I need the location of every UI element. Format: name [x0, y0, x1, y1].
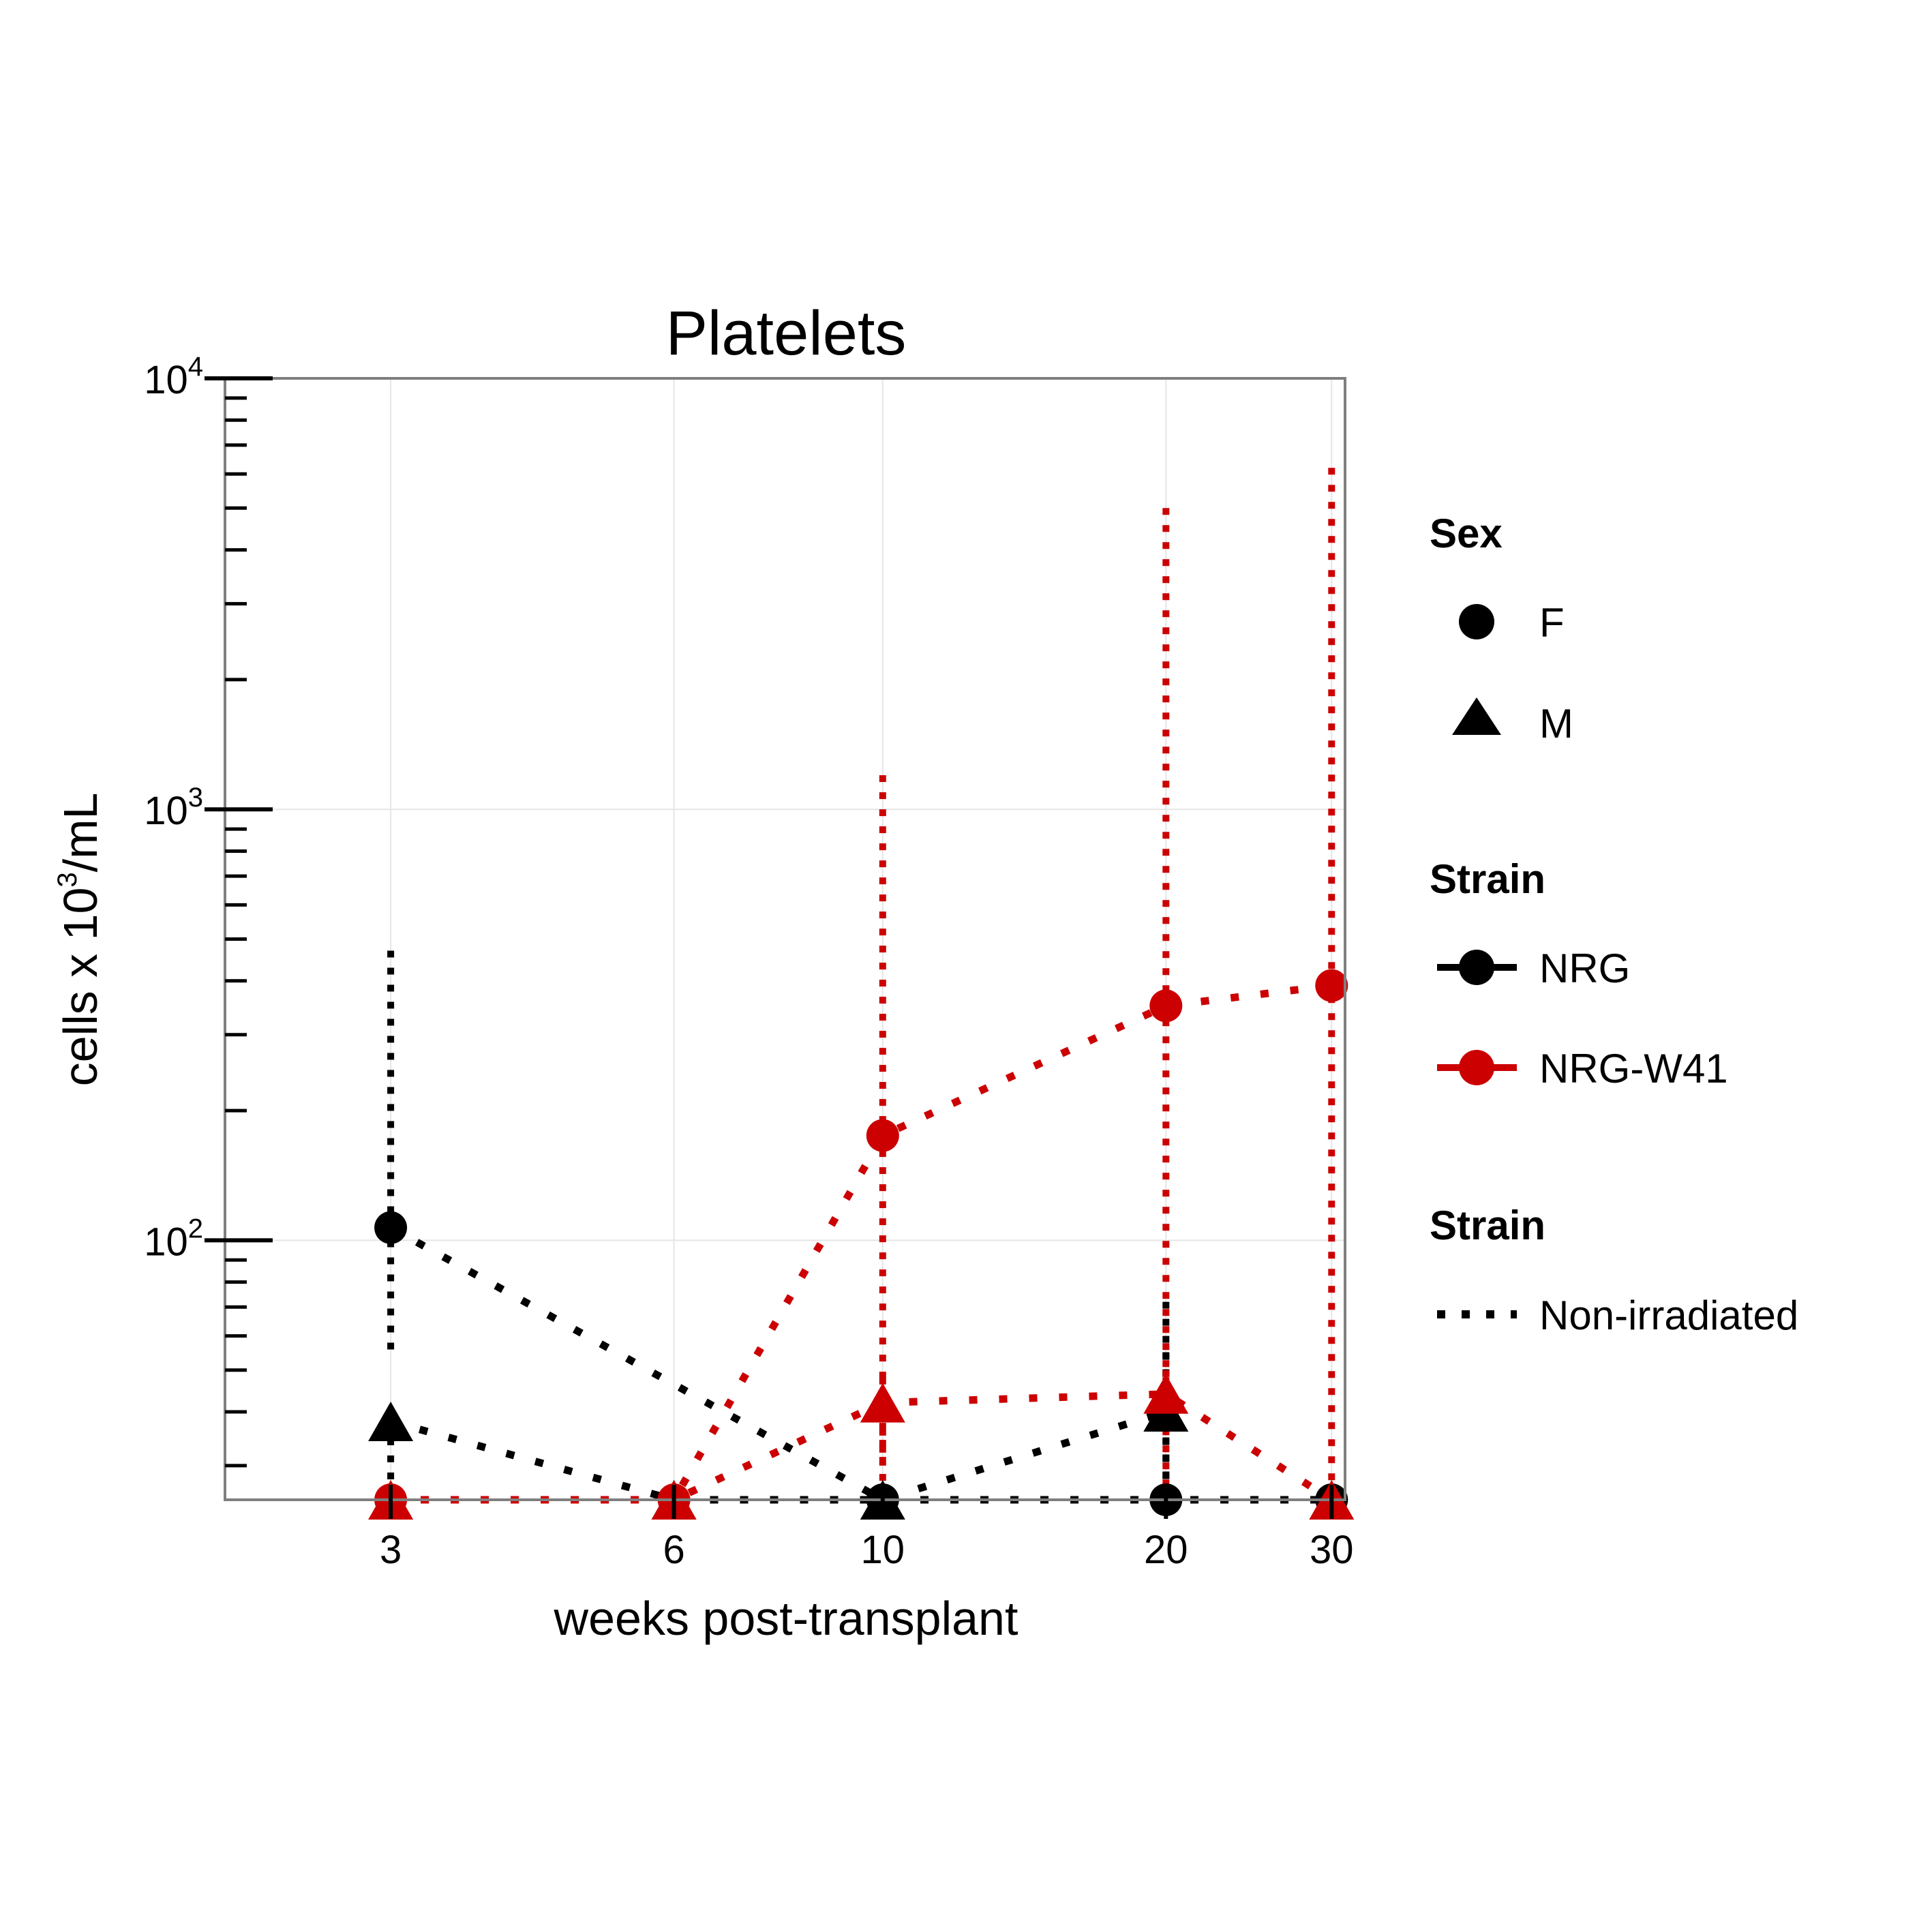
legend-sex-label-m: M	[1539, 701, 1573, 746]
legend-nrg-w41-circle-icon	[1459, 1050, 1494, 1085]
legend-linetype-label: Non-irradiated	[1539, 1293, 1798, 1338]
y-tick-label: 104	[144, 352, 203, 402]
legend-circle-icon	[1459, 604, 1494, 639]
y-axis-title-main: cells x 10	[54, 888, 107, 1087]
y-tick-label-base: 10	[144, 1220, 188, 1264]
y-tick-label-exponent: 3	[188, 783, 203, 813]
x-tick-label: 30	[1310, 1528, 1354, 1572]
y-axis-title-exponent: 3	[52, 872, 82, 887]
data-point-nrg-w41-m	[1143, 1374, 1189, 1414]
legend-sex-label-f: F	[1539, 600, 1565, 646]
data-point-nrg-w41-f	[866, 1119, 899, 1152]
x-axis: 3 6 10 20 30	[380, 1485, 1354, 1572]
y-tick-label-base: 10	[144, 789, 188, 833]
plot-area	[224, 377, 1355, 1520]
legend-strain-label-nrg-w41: NRG-W41	[1539, 1046, 1728, 1091]
data-point-nrg-m	[368, 1402, 414, 1441]
legend-sex-title: Sex	[1430, 511, 1503, 556]
y-axis-title: cells x 103/mL	[52, 793, 107, 1087]
y-tick-label: 103	[144, 783, 203, 833]
y-axis-title-unit: /mL	[54, 793, 107, 873]
y-tick-label: 102	[144, 1213, 203, 1264]
x-tick-label: 20	[1144, 1528, 1188, 1572]
x-axis-title: weeks post-transplant	[554, 1592, 1018, 1645]
legend-linetype: Strain Non-irradiated	[1430, 1203, 1798, 1338]
legend: Sex F M Strain NRG NRG-W41 Strain Non-ir…	[1430, 511, 1798, 1338]
x-tick-label: 10	[861, 1528, 905, 1572]
legend-strain-title: Strain	[1430, 856, 1545, 902]
plot-panel	[225, 378, 1345, 1500]
data-point-nrg-f	[374, 1211, 408, 1244]
data-point-nrg-w41-f	[1315, 969, 1348, 1002]
legend-triangle-icon	[1452, 697, 1501, 735]
legend-strain: Strain NRG NRG-W41	[1430, 856, 1728, 1091]
x-tick-label: 3	[380, 1528, 402, 1572]
y-tick-label-exponent: 4	[188, 352, 203, 382]
y-tick-label-exponent: 2	[188, 1213, 203, 1243]
legend-sex: Sex F M	[1430, 511, 1573, 746]
x-tick-label: 6	[663, 1528, 684, 1572]
legend-linetype-title: Strain	[1430, 1203, 1545, 1248]
y-tick-label-base: 10	[144, 358, 188, 402]
legend-strain-label-nrg: NRG	[1539, 946, 1630, 991]
chart-title: Platelets	[666, 299, 907, 368]
data-point-nrg-w41-m	[860, 1383, 905, 1423]
data-point-nrg-w41-f	[1149, 989, 1183, 1023]
legend-nrg-circle-icon	[1459, 950, 1494, 985]
